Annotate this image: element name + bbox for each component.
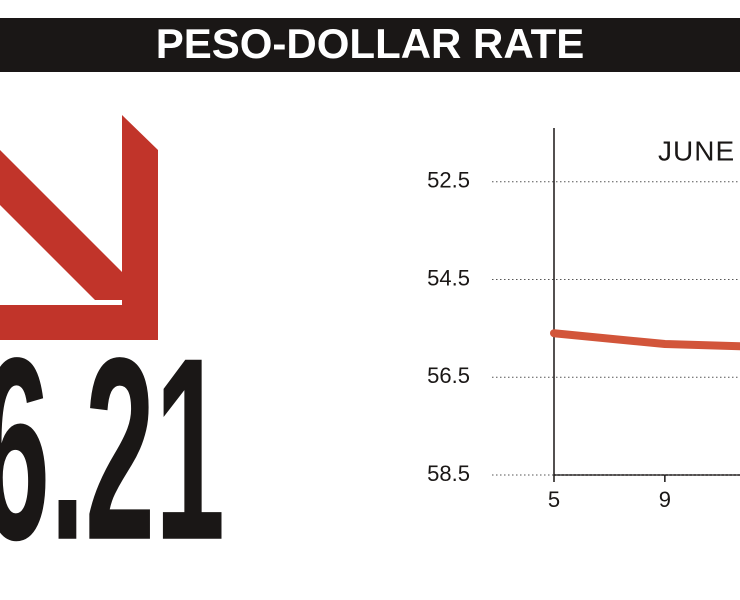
x-tick-label: 5	[548, 487, 560, 512]
rate-line	[550, 329, 740, 351]
arrow-shaft	[0, 150, 122, 300]
header-bar	[0, 18, 740, 72]
y-tick-label: 56.5	[427, 363, 470, 388]
y-tick-label: 54.5	[427, 265, 470, 290]
month-label: JUNE	[658, 135, 735, 166]
header-title: PESO-DOLLAR RATE	[156, 20, 585, 67]
y-tick-label: 58.5	[427, 461, 470, 486]
x-tick-label: 9	[659, 487, 671, 512]
y-tick-label: 52.5	[427, 168, 470, 193]
big-number: 6.21	[0, 305, 225, 595]
arrow-head	[0, 115, 158, 340]
